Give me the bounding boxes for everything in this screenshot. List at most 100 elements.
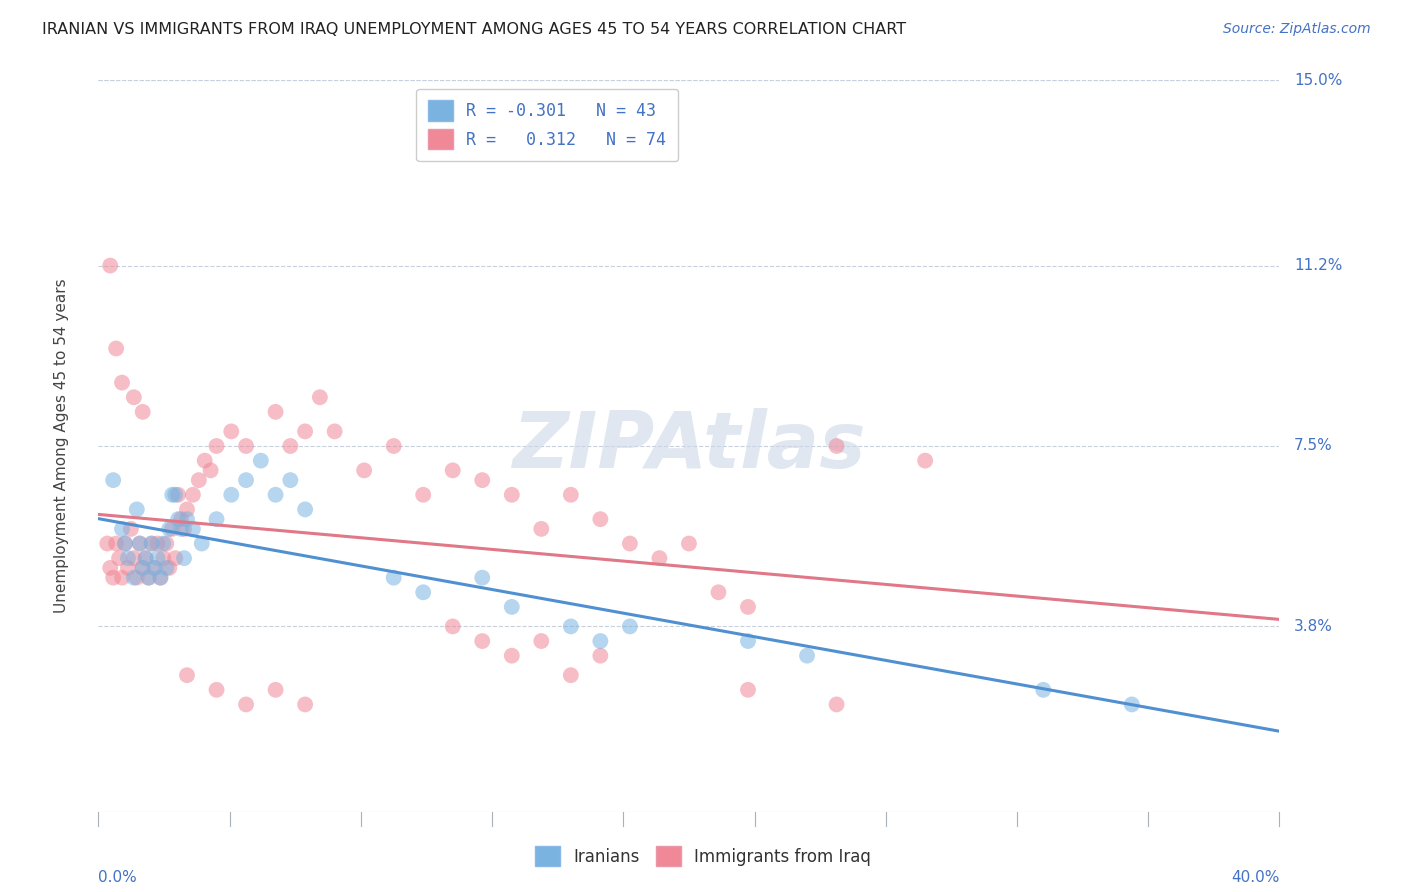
Point	[441, 619, 464, 633]
Point	[141, 536, 163, 550]
Point	[122, 571, 145, 585]
Point	[1032, 682, 1054, 697]
Point	[280, 473, 302, 487]
Point	[122, 390, 145, 404]
Point	[103, 571, 125, 585]
Point	[155, 536, 177, 550]
Point	[173, 522, 195, 536]
Point	[96, 536, 118, 550]
Point	[501, 648, 523, 663]
Point	[149, 571, 172, 585]
Point	[200, 463, 222, 477]
Point	[132, 405, 155, 419]
Point	[412, 585, 434, 599]
Point	[125, 502, 148, 516]
Point	[737, 599, 759, 614]
Point	[353, 463, 375, 477]
Point	[530, 522, 553, 536]
Point	[146, 551, 169, 566]
Point	[382, 571, 405, 585]
Point	[143, 561, 166, 575]
Point	[221, 488, 243, 502]
Text: 3.8%: 3.8%	[1295, 619, 1333, 634]
Point	[103, 473, 125, 487]
Point	[589, 512, 612, 526]
Point	[221, 425, 243, 439]
Point	[167, 512, 190, 526]
Point	[309, 390, 332, 404]
Point	[560, 488, 582, 502]
Point	[825, 698, 848, 712]
Point	[471, 634, 494, 648]
Point	[294, 425, 316, 439]
Point	[205, 512, 228, 526]
Legend: R = -0.301   N = 43, R =   0.312   N = 74: R = -0.301 N = 43, R = 0.312 N = 74	[416, 88, 678, 161]
Point	[825, 439, 848, 453]
Point	[181, 488, 204, 502]
Point	[205, 682, 228, 697]
Point	[157, 561, 180, 575]
Point	[235, 473, 257, 487]
Text: 11.2%: 11.2%	[1295, 258, 1343, 273]
Point	[441, 463, 464, 477]
Point	[157, 522, 180, 536]
Point	[128, 536, 150, 550]
Point	[114, 536, 136, 550]
Point	[181, 522, 204, 536]
Point	[155, 561, 177, 575]
Point	[235, 439, 257, 453]
Point	[111, 376, 134, 390]
Point	[619, 536, 641, 550]
Point	[280, 439, 302, 453]
Text: 0.0%: 0.0%	[98, 871, 138, 885]
Point	[264, 405, 287, 419]
Point	[471, 571, 494, 585]
Point	[501, 488, 523, 502]
Point	[471, 473, 494, 487]
Point	[167, 488, 190, 502]
Point	[530, 634, 553, 648]
Point	[98, 561, 121, 575]
Point	[707, 585, 730, 599]
Point	[914, 453, 936, 467]
Point	[162, 522, 183, 536]
Point	[194, 453, 217, 467]
Point	[135, 551, 157, 566]
Point	[648, 551, 671, 566]
Text: ZIPAtlas: ZIPAtlas	[512, 408, 866, 484]
Point	[98, 259, 121, 273]
Point	[235, 698, 257, 712]
Point	[294, 698, 316, 712]
Point	[737, 682, 759, 697]
Point	[146, 536, 169, 550]
Point	[176, 502, 198, 516]
Text: 15.0%: 15.0%	[1295, 73, 1343, 87]
Point	[149, 571, 172, 585]
Point	[170, 522, 193, 536]
Point	[501, 599, 523, 614]
Point	[108, 551, 131, 566]
Text: IRANIAN VS IMMIGRANTS FROM IRAQ UNEMPLOYMENT AMONG AGES 45 TO 54 YEARS CORRELATI: IRANIAN VS IMMIGRANTS FROM IRAQ UNEMPLOY…	[42, 22, 907, 37]
Text: Unemployment Among Ages 45 to 54 years: Unemployment Among Ages 45 to 54 years	[53, 278, 69, 614]
Point	[120, 522, 142, 536]
Point	[114, 536, 136, 550]
Point	[141, 536, 163, 550]
Point	[264, 488, 287, 502]
Point	[737, 634, 759, 648]
Point	[132, 561, 155, 575]
Point	[138, 571, 160, 585]
Point	[191, 536, 214, 550]
Point	[165, 488, 187, 502]
Point	[589, 648, 612, 663]
Point	[323, 425, 346, 439]
Point	[205, 439, 228, 453]
Point	[560, 619, 582, 633]
Point	[412, 488, 434, 502]
Point	[117, 551, 139, 566]
Text: 7.5%: 7.5%	[1295, 439, 1333, 453]
Point	[128, 536, 150, 550]
Point	[111, 571, 134, 585]
Point	[135, 551, 157, 566]
Point	[382, 439, 405, 453]
Point	[173, 551, 195, 566]
